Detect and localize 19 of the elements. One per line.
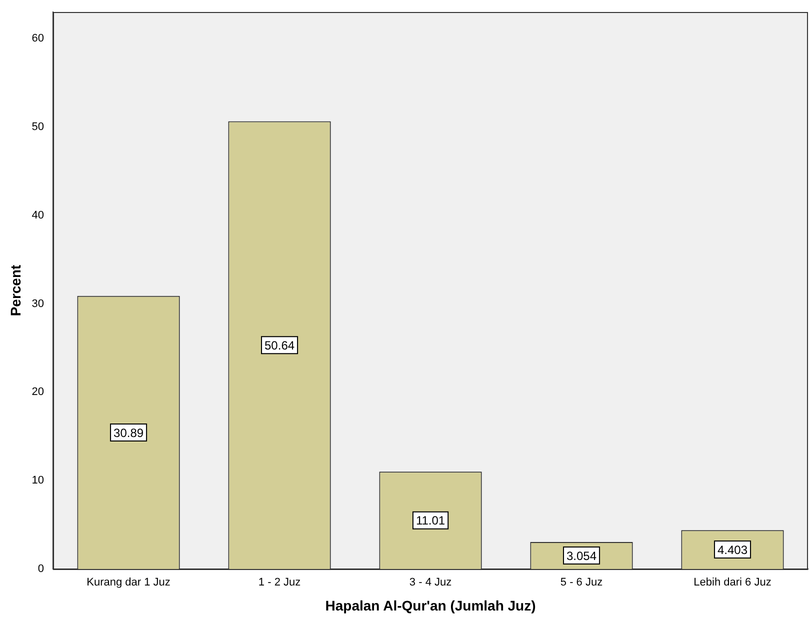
y-tick-label: 10 (32, 474, 44, 487)
x-tick-label: 5 - 6 Juz (560, 576, 603, 589)
y-tick-label: 40 (32, 209, 44, 222)
x-tick-label: Kurang dar 1 Juz (86, 576, 170, 589)
data-label: 3.054 (566, 548, 597, 563)
y-tick-label: 30 (32, 298, 44, 310)
y-tick-label: 20 (32, 386, 44, 398)
x-tick-label: 1 - 2 Juz (258, 576, 301, 589)
y-tick-label: 0 (38, 563, 44, 576)
data-label: 11.01 (416, 514, 446, 528)
y-axis-title: Percent (7, 264, 24, 316)
y-tick-label: 50 (32, 120, 44, 133)
x-tick-label: Lebih dari 6 Juz (694, 576, 772, 589)
data-label: 50.64 (264, 338, 295, 352)
x-axis-title: Hapalan Al-Qur'an (Jumlah Juz) (325, 597, 536, 614)
x-tick-label: 3 - 4 Juz (409, 576, 452, 589)
data-label: 4.403 (717, 542, 748, 557)
y-tick-label: 60 (32, 32, 44, 45)
data-label: 30.89 (114, 426, 144, 440)
